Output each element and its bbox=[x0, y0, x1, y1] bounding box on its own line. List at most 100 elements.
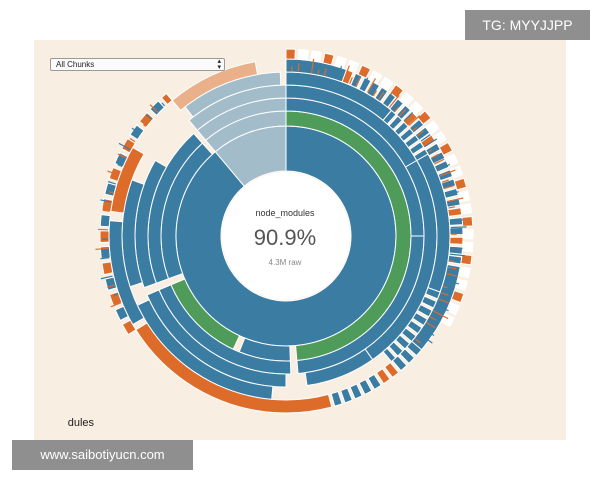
sunburst-tick bbox=[448, 206, 456, 209]
sunburst-fragment[interactable] bbox=[406, 319, 423, 335]
sunburst-tick bbox=[107, 181, 116, 185]
sunburst-fragment[interactable] bbox=[101, 261, 114, 276]
sunburst-fragment[interactable] bbox=[358, 378, 373, 396]
chunk-select-value: All Chunks bbox=[56, 60, 95, 69]
sunburst-fragment[interactable] bbox=[447, 254, 463, 265]
sunburst-tick bbox=[444, 279, 460, 285]
watermark-tg: TG: MYYJJPP bbox=[465, 10, 590, 40]
sunburst-tick bbox=[388, 94, 400, 108]
sunburst-fragment[interactable] bbox=[383, 361, 400, 379]
sunburst-tick bbox=[442, 285, 448, 289]
sunburst-fragment[interactable] bbox=[285, 48, 296, 60]
sunburst-fragment[interactable] bbox=[411, 311, 428, 327]
sunburst-fragment[interactable] bbox=[367, 373, 382, 390]
sunburst-fragment[interactable] bbox=[334, 55, 348, 70]
sunburst-tick bbox=[336, 65, 343, 80]
sunburst-fragment[interactable] bbox=[454, 278, 469, 291]
sunburst-fragment[interactable] bbox=[461, 241, 474, 253]
sunburst-tick bbox=[107, 284, 116, 288]
sunburst-fragment[interactable] bbox=[108, 291, 123, 307]
sunburst-fragment[interactable] bbox=[121, 137, 136, 154]
sunburst-fragment[interactable] bbox=[399, 348, 416, 365]
sunburst-fragment[interactable] bbox=[149, 100, 166, 116]
sunburst-fragment[interactable] bbox=[357, 64, 372, 79]
sunburst-tick bbox=[117, 163, 123, 168]
sunburst-fragment[interactable] bbox=[438, 141, 454, 156]
sunburst-fragment[interactable] bbox=[453, 177, 468, 191]
sunburst-fragment[interactable] bbox=[391, 355, 408, 372]
sunburst-fragment[interactable] bbox=[449, 226, 464, 236]
sunburst-fragment[interactable] bbox=[462, 228, 474, 240]
sunburst-fragment[interactable] bbox=[340, 387, 353, 404]
sunburst-segment[interactable] bbox=[304, 348, 374, 387]
sunburst-tick bbox=[149, 104, 159, 113]
sunburst-fragment[interactable] bbox=[450, 290, 465, 304]
sunburst-fragment[interactable] bbox=[330, 390, 343, 407]
sunburst-fragment[interactable] bbox=[99, 214, 111, 228]
sunburst-tick bbox=[449, 253, 466, 257]
sunburst-tick bbox=[113, 293, 118, 296]
sunburst-segment[interactable] bbox=[171, 61, 259, 112]
sunburst-tick bbox=[412, 126, 418, 132]
sunburst-segment[interactable] bbox=[135, 322, 333, 414]
sunburst-fragment[interactable] bbox=[322, 52, 335, 66]
center-module-name: node_modules bbox=[255, 208, 315, 218]
sunburst-tick bbox=[424, 138, 438, 148]
sunburst-fragment[interactable] bbox=[424, 287, 441, 300]
sunburst-tick bbox=[310, 58, 315, 74]
sunburst-tick bbox=[441, 179, 449, 183]
sunburst-fragment[interactable] bbox=[457, 190, 471, 203]
sunburst-tick bbox=[447, 266, 457, 270]
sunburst-fragment[interactable] bbox=[375, 367, 391, 385]
sunburst-fragment[interactable] bbox=[99, 230, 110, 244]
sunburst-tick bbox=[418, 332, 433, 344]
sunburst-fragment[interactable] bbox=[457, 266, 471, 279]
sunburst-fragment[interactable] bbox=[408, 100, 424, 116]
sunburst-fragment[interactable] bbox=[432, 130, 447, 146]
sunburst-fragment[interactable] bbox=[400, 327, 417, 343]
sunburst-fragment[interactable] bbox=[114, 305, 129, 322]
sunburst-fragment[interactable] bbox=[121, 319, 137, 336]
sunburst-fragment[interactable] bbox=[459, 202, 473, 215]
sunburst-tick bbox=[439, 169, 456, 177]
sunburst-tick bbox=[431, 153, 439, 159]
sunburst-fragment[interactable] bbox=[138, 111, 155, 128]
sunburst-fragment[interactable] bbox=[297, 48, 309, 61]
sunburst-fragment[interactable] bbox=[368, 70, 383, 85]
sunburst-tick bbox=[447, 197, 464, 202]
sunburst-tick bbox=[323, 68, 327, 76]
sunburst-fragment[interactable] bbox=[424, 120, 440, 135]
sunburst-fragment[interactable] bbox=[461, 215, 474, 227]
sunburst-fragment[interactable] bbox=[406, 340, 423, 357]
sunburst-fragment[interactable] bbox=[399, 92, 414, 108]
sunburst-fragment[interactable] bbox=[424, 142, 442, 157]
sunburst-tick bbox=[426, 321, 436, 329]
sunburst-fragment[interactable] bbox=[416, 110, 432, 126]
sunburst-fragment[interactable] bbox=[416, 303, 433, 318]
sunburst-fragment[interactable] bbox=[379, 76, 394, 92]
sunburst-tick bbox=[317, 69, 320, 75]
sunburst-fragment[interactable] bbox=[310, 50, 322, 63]
sunburst-tick bbox=[366, 78, 377, 93]
sunburst-tick bbox=[420, 134, 431, 142]
sunburst-tick bbox=[427, 149, 433, 153]
sunburst-tick bbox=[450, 219, 463, 222]
sunburst-fragment[interactable] bbox=[444, 153, 459, 168]
sunburst-fragment[interactable] bbox=[421, 295, 438, 309]
sunburst-center bbox=[222, 172, 350, 300]
sunburst-tick bbox=[398, 109, 406, 117]
sunburst-tick bbox=[102, 209, 110, 212]
sunburst-tick bbox=[436, 163, 451, 171]
sunburst-fragment[interactable] bbox=[449, 165, 464, 179]
sunburst-fragment[interactable] bbox=[104, 182, 117, 197]
sunburst-tick bbox=[117, 153, 127, 159]
sunburst-tick bbox=[432, 310, 449, 320]
sunburst-tick bbox=[403, 112, 414, 122]
sunburst-fragment[interactable] bbox=[114, 152, 129, 168]
chunk-select-dropdown[interactable]: All Chunks ▴ ▾ bbox=[50, 58, 225, 71]
sunburst-fragment[interactable] bbox=[160, 92, 173, 106]
sunburst-fragment[interactable] bbox=[349, 383, 363, 400]
sunburst-tick bbox=[131, 127, 141, 135]
sunburst-fragment[interactable] bbox=[99, 245, 111, 260]
